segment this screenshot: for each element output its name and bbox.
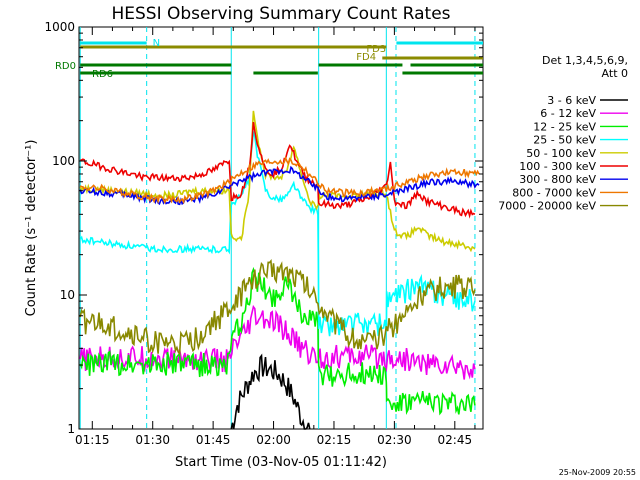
y-axis-label: Count Rate (s⁻¹ detector⁻¹) (24, 140, 39, 317)
series-6-12-kev (79, 304, 476, 380)
x-axis-ticks: 01:15 01:30 01:45 02:00 02:15 02:30 02:45 (75, 27, 476, 447)
reference-lines (79, 27, 476, 429)
flag-label-rd0: RD0 (55, 61, 76, 72)
flag-label-n: N (153, 38, 160, 49)
flag-label-fd4: FD4 (356, 52, 376, 63)
legend-label-4: 50 - 100 keV (526, 147, 596, 160)
series-25-50-kev (79, 131, 476, 337)
footer-timestamp: 25-Nov-2009 20:55 (559, 468, 636, 477)
series-800-7000-kev (79, 155, 480, 205)
series-3-6-kev (230, 353, 311, 430)
legend-label-6: 300 - 800 keV (519, 173, 596, 186)
x-tick-label-0130: 01:30 (135, 433, 170, 447)
legend-label-0: 3 - 6 keV (547, 94, 596, 107)
legend-label-1: 6 - 12 keV (540, 107, 596, 120)
plot-frame (78, 26, 484, 430)
x-tick-label-0245: 02:45 (438, 433, 473, 447)
legend-label-3: 25 - 50 keV (533, 134, 596, 147)
series-12-25-kev (79, 266, 476, 416)
legend-header-line-1: Det 1,3,4,5,6,9, (542, 54, 628, 67)
x-axis-label: Start Time (03-Nov-05 01:11:42) (175, 455, 387, 470)
legend-label-5: 100 - 300 keV (519, 160, 596, 173)
y-tick-label-1: 1 (67, 422, 75, 436)
chart-title: HESSI Observing Summary Count Rates (111, 4, 450, 24)
y-tick-label-100: 100 (52, 154, 75, 168)
series-7000-20000-kev (79, 259, 476, 357)
legend-label-7: 800 - 7000 keV (512, 186, 596, 199)
series-lines (79, 110, 480, 430)
legend-header-line-2: Att 0 (602, 67, 628, 80)
y-axis-ticks: 1 10 100 1000 (44, 20, 483, 436)
flag-label-fd3: FD3 (366, 44, 386, 55)
series-100-300-kev (80, 121, 476, 219)
x-tick-label-0200: 02:00 (256, 433, 291, 447)
y-tick-label-10: 10 (60, 288, 75, 302)
x-tick-label-0145: 01:45 (196, 433, 231, 447)
flag-label-rd6: RD6 (92, 69, 113, 80)
legend-label-2: 12 - 25 keV (533, 120, 596, 133)
x-tick-label-0115: 01:15 (75, 433, 110, 447)
x-tick-label-0230: 02:30 (377, 433, 412, 447)
y-tick-label-1000: 1000 (44, 20, 75, 34)
legend-label-8: 7000 - 20000 keV (498, 200, 596, 213)
x-tick-label-0215: 02:15 (317, 433, 352, 447)
